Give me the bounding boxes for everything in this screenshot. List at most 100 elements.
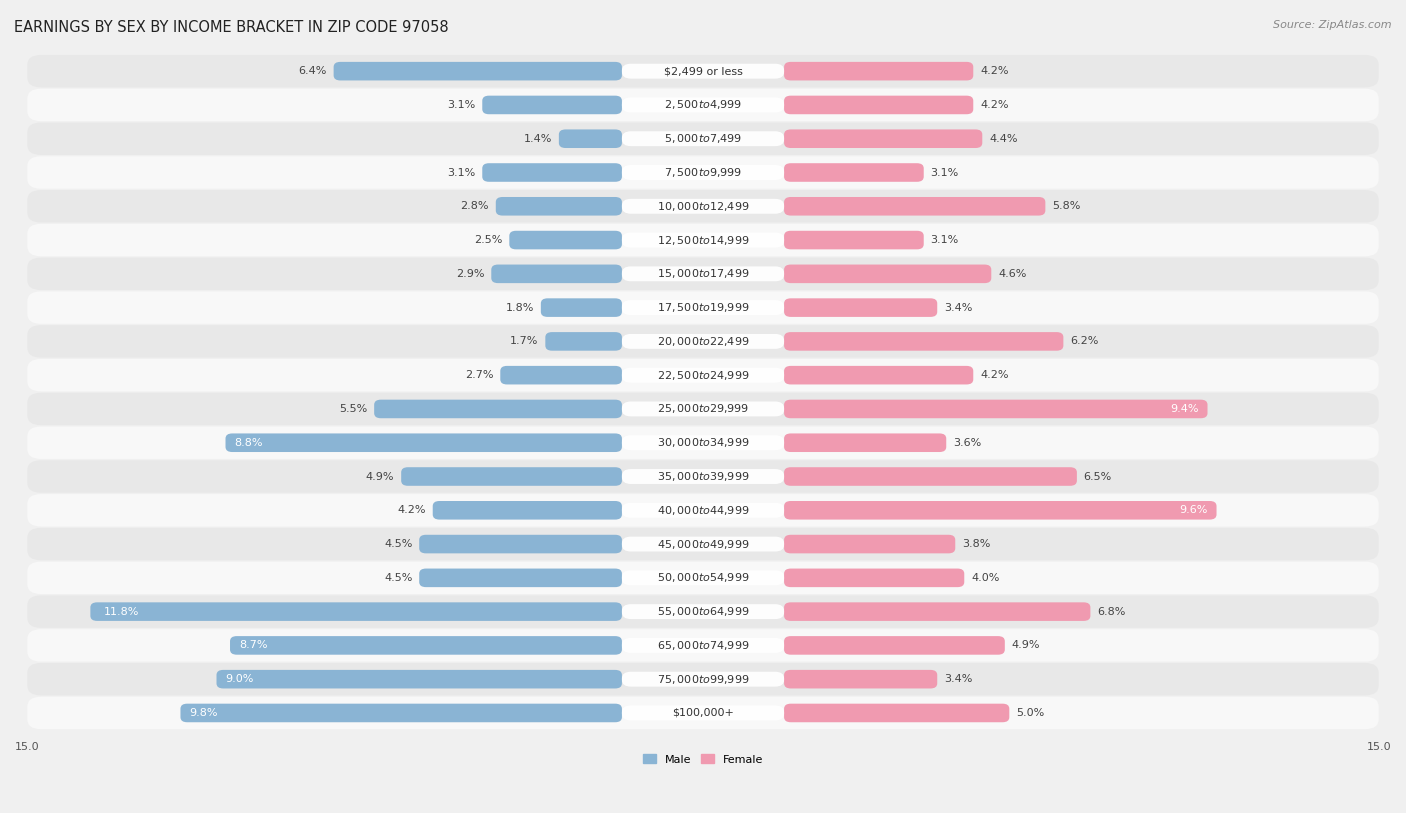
FancyBboxPatch shape [27,224,1379,256]
Text: 4.9%: 4.9% [366,472,395,481]
FancyBboxPatch shape [785,568,965,587]
FancyBboxPatch shape [27,562,1379,594]
Text: $30,000 to $34,999: $30,000 to $34,999 [657,437,749,450]
FancyBboxPatch shape [217,670,621,689]
Text: EARNINGS BY SEX BY INCOME BRACKET IN ZIP CODE 97058: EARNINGS BY SEX BY INCOME BRACKET IN ZIP… [14,20,449,35]
FancyBboxPatch shape [785,96,973,115]
FancyBboxPatch shape [621,638,785,653]
FancyBboxPatch shape [621,63,785,79]
FancyBboxPatch shape [785,197,1045,215]
FancyBboxPatch shape [621,469,785,484]
FancyBboxPatch shape [785,501,1216,520]
FancyBboxPatch shape [27,629,1379,662]
FancyBboxPatch shape [785,636,1005,654]
FancyBboxPatch shape [785,62,973,80]
FancyBboxPatch shape [509,231,621,250]
Text: 9.0%: 9.0% [225,674,254,685]
Text: 4.2%: 4.2% [980,370,1008,380]
Text: 4.2%: 4.2% [398,506,426,515]
Text: 3.4%: 3.4% [943,674,973,685]
Text: 1.8%: 1.8% [506,302,534,313]
Text: 2.9%: 2.9% [456,269,485,279]
FancyBboxPatch shape [419,568,621,587]
Text: 3.6%: 3.6% [953,437,981,448]
Text: 3.4%: 3.4% [943,302,973,313]
FancyBboxPatch shape [785,163,924,182]
FancyBboxPatch shape [621,402,785,416]
FancyBboxPatch shape [621,604,785,619]
Text: 1.7%: 1.7% [510,337,538,346]
Text: 3.8%: 3.8% [962,539,990,549]
Text: $25,000 to $29,999: $25,000 to $29,999 [657,402,749,415]
FancyBboxPatch shape [27,89,1379,121]
Text: $2,499 or less: $2,499 or less [664,66,742,76]
FancyBboxPatch shape [27,393,1379,425]
FancyBboxPatch shape [27,460,1379,493]
FancyBboxPatch shape [433,501,621,520]
Text: 3.1%: 3.1% [931,235,959,245]
FancyBboxPatch shape [621,503,785,518]
FancyBboxPatch shape [785,332,1063,350]
FancyBboxPatch shape [27,494,1379,527]
Text: $45,000 to $49,999: $45,000 to $49,999 [657,537,749,550]
Text: 4.4%: 4.4% [988,133,1018,144]
Text: 5.8%: 5.8% [1052,202,1080,211]
FancyBboxPatch shape [27,663,1379,695]
Text: $5,000 to $7,499: $5,000 to $7,499 [664,133,742,146]
FancyBboxPatch shape [27,291,1379,324]
FancyBboxPatch shape [621,672,785,687]
Text: 9.8%: 9.8% [190,708,218,718]
Text: 4.2%: 4.2% [980,66,1008,76]
Text: 11.8%: 11.8% [104,606,139,616]
Text: 3.1%: 3.1% [931,167,959,177]
FancyBboxPatch shape [621,165,785,180]
FancyBboxPatch shape [785,433,946,452]
FancyBboxPatch shape [180,704,621,722]
Text: 8.8%: 8.8% [235,437,263,448]
Legend: Male, Female: Male, Female [638,750,768,769]
FancyBboxPatch shape [621,537,785,551]
FancyBboxPatch shape [621,706,785,720]
Text: $2,500 to $4,999: $2,500 to $4,999 [664,98,742,111]
FancyBboxPatch shape [785,602,1091,621]
Text: $22,500 to $24,999: $22,500 to $24,999 [657,368,749,381]
Text: 1.4%: 1.4% [523,133,553,144]
FancyBboxPatch shape [27,359,1379,391]
Text: 2.5%: 2.5% [474,235,502,245]
Text: 4.5%: 4.5% [384,573,412,583]
FancyBboxPatch shape [785,535,955,554]
Text: 4.5%: 4.5% [384,539,412,549]
FancyBboxPatch shape [27,55,1379,87]
FancyBboxPatch shape [621,233,785,247]
FancyBboxPatch shape [785,298,938,317]
FancyBboxPatch shape [541,298,621,317]
FancyBboxPatch shape [419,535,621,554]
Text: $7,500 to $9,999: $7,500 to $9,999 [664,166,742,179]
Text: $35,000 to $39,999: $35,000 to $39,999 [657,470,749,483]
Text: $15,000 to $17,499: $15,000 to $17,499 [657,267,749,280]
FancyBboxPatch shape [621,131,785,146]
FancyBboxPatch shape [401,467,621,486]
Text: 8.7%: 8.7% [239,641,267,650]
FancyBboxPatch shape [785,467,1077,486]
FancyBboxPatch shape [785,400,1208,418]
FancyBboxPatch shape [621,367,785,383]
FancyBboxPatch shape [558,129,621,148]
Text: Source: ZipAtlas.com: Source: ZipAtlas.com [1274,20,1392,30]
FancyBboxPatch shape [482,96,621,115]
FancyBboxPatch shape [27,156,1379,189]
FancyBboxPatch shape [785,129,983,148]
Text: 3.1%: 3.1% [447,167,475,177]
FancyBboxPatch shape [491,264,621,283]
Text: 4.9%: 4.9% [1011,641,1040,650]
FancyBboxPatch shape [27,595,1379,628]
Text: 2.8%: 2.8% [461,202,489,211]
Text: 4.6%: 4.6% [998,269,1026,279]
FancyBboxPatch shape [785,704,1010,722]
Text: 4.2%: 4.2% [980,100,1008,110]
FancyBboxPatch shape [27,123,1379,155]
FancyBboxPatch shape [621,300,785,315]
Text: 6.5%: 6.5% [1084,472,1112,481]
FancyBboxPatch shape [333,62,621,80]
FancyBboxPatch shape [785,264,991,283]
